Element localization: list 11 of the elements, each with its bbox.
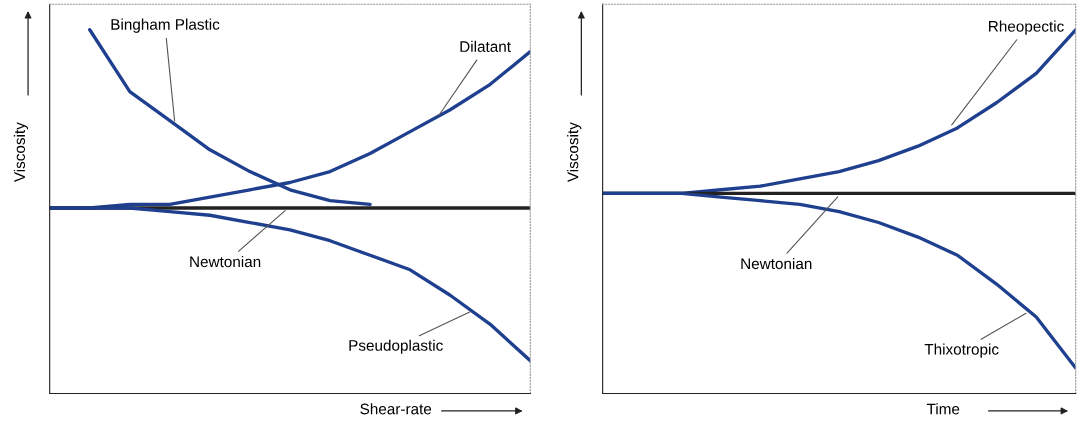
x-axis-title: Time: [926, 403, 960, 415]
y-axis-title: Viscosity: [13, 122, 29, 183]
text: Newtonian: [190, 255, 261, 268]
text: Thixotropic: [924, 343, 999, 358]
x-axis-title: Shear-rate: [360, 403, 432, 415]
text: Newtonian: [741, 257, 812, 270]
series-label: Rheopectic: [989, 20, 1064, 35]
series-label: Bingham Plastic: [111, 18, 220, 33]
series-label: Dilatant: [460, 40, 511, 52]
text: Pseudoplastic: [349, 339, 443, 354]
y-axis-title: Viscosity: [567, 122, 582, 183]
